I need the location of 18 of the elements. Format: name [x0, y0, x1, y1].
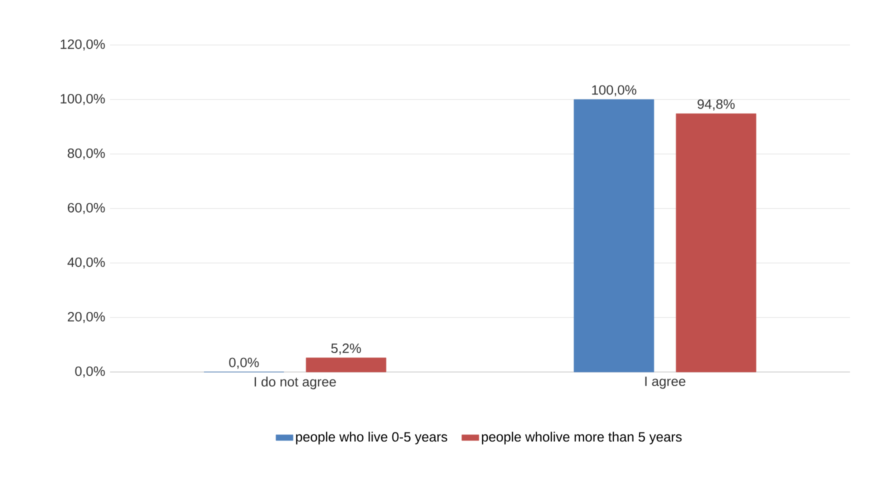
y-tick-label: 100,0%: [60, 94, 105, 106]
x-tick-label: I do not agree: [254, 376, 336, 390]
y-tick-label: 0,0%: [75, 366, 105, 378]
data-label: 100,0%: [592, 85, 636, 96]
bar: [574, 99, 654, 372]
legend-label: people wholive more than 5 years: [482, 432, 682, 444]
y-tick-label: 60,0%: [68, 202, 105, 214]
x-tick-label: I agree: [645, 376, 686, 389]
y-tick-label: 40,0%: [67, 257, 105, 269]
bar: [306, 358, 386, 372]
y-tick-label: 20,0%: [68, 312, 105, 324]
data-label: 0,0%: [229, 358, 259, 369]
legend-label: people who live 0-5 years: [296, 432, 448, 444]
data-label: 94,8%: [698, 99, 735, 110]
y-tick-label: 80,0%: [68, 148, 105, 160]
y-tick-label: 120,0%: [60, 39, 105, 51]
bar: [676, 113, 756, 372]
data-label: 5,2%: [331, 344, 361, 355]
